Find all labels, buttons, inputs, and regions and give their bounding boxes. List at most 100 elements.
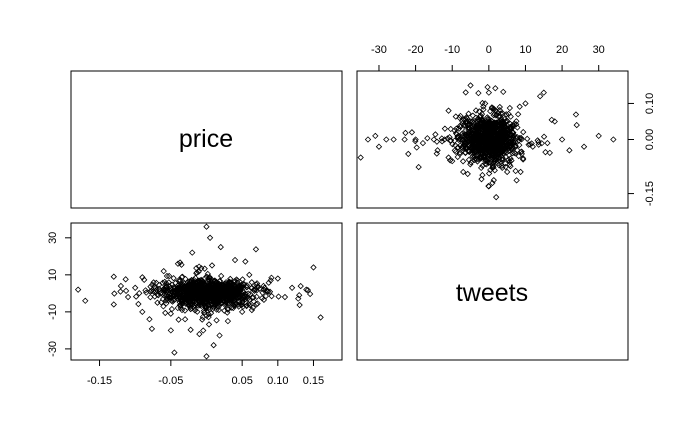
scatter-point xyxy=(201,265,208,272)
scatter-point xyxy=(187,326,194,333)
scatter-point xyxy=(432,131,439,138)
scatter-point xyxy=(499,154,506,162)
scatter-point xyxy=(495,162,503,169)
scatter-point xyxy=(172,279,179,287)
scatter-point xyxy=(228,291,235,298)
scatter-point xyxy=(208,262,216,269)
scatter-point xyxy=(507,124,514,131)
tr-points xyxy=(357,82,617,201)
scatter-point xyxy=(161,286,168,293)
scatter-point xyxy=(551,118,558,125)
scatter-point xyxy=(233,284,241,292)
scatter-point xyxy=(151,293,158,300)
scatter-point xyxy=(503,168,511,176)
scatter-point xyxy=(178,273,185,281)
scatter-point xyxy=(148,287,155,295)
scatter-point xyxy=(501,134,508,142)
scatter-point xyxy=(254,284,262,291)
bl-y-tick-label: -30 xyxy=(47,341,59,357)
scatter-point xyxy=(482,141,489,148)
scatter-point xyxy=(306,290,314,298)
scatter-point xyxy=(485,115,492,122)
scatter-point xyxy=(243,302,251,309)
scatter-point xyxy=(499,123,506,131)
scatter-point xyxy=(218,272,225,280)
scatter-point xyxy=(483,130,490,138)
scatter-point xyxy=(500,88,507,96)
scatter-point xyxy=(139,308,146,316)
scatter-point xyxy=(174,284,181,291)
scatter-point xyxy=(402,129,409,137)
scatter-point xyxy=(303,286,310,293)
scatter-point xyxy=(461,145,469,152)
scatter-point xyxy=(241,281,248,288)
scatter-point xyxy=(452,113,459,120)
scatter-point xyxy=(253,301,260,308)
scatter-point xyxy=(464,170,471,178)
scatter-point xyxy=(535,138,542,146)
scatter-point xyxy=(160,267,167,275)
scatter-point xyxy=(507,163,514,170)
scatter-point xyxy=(221,285,229,292)
scatter-point xyxy=(82,297,89,304)
scatter-point xyxy=(239,301,246,308)
scatter-point xyxy=(239,303,247,310)
scatter-point xyxy=(203,223,210,230)
scatter-point xyxy=(485,89,493,96)
scatter-point xyxy=(494,127,502,134)
scatter-point xyxy=(476,108,483,115)
scatter-point xyxy=(459,136,466,144)
scatter-point xyxy=(566,147,573,154)
scatter-point xyxy=(171,292,178,299)
scatter-point xyxy=(259,289,266,296)
scatter-point xyxy=(480,130,487,138)
scatter-point xyxy=(496,140,504,147)
scatter-point xyxy=(573,121,580,129)
scatter-point xyxy=(288,284,296,291)
scatter-point xyxy=(519,156,527,163)
scatter-point xyxy=(281,293,289,301)
scatter-point xyxy=(476,135,483,142)
scatter-point xyxy=(172,286,180,294)
scatter-point xyxy=(246,290,254,298)
scatter-point xyxy=(213,298,220,305)
scatter-point xyxy=(221,292,228,299)
scatter-point xyxy=(463,135,470,142)
bl-y-tick-label: 10 xyxy=(47,269,59,281)
scatter-point xyxy=(467,159,475,166)
scatter-point xyxy=(147,294,154,301)
scatter-point xyxy=(250,294,257,301)
scatter-point xyxy=(195,263,203,270)
scatter-point xyxy=(141,276,148,283)
scatter-point xyxy=(449,157,456,165)
scatter-point xyxy=(263,287,270,294)
scatter-point xyxy=(181,316,189,323)
scatter-point xyxy=(261,284,268,291)
tr-x-tick-label: 0 xyxy=(486,44,492,56)
scatter-point xyxy=(488,150,496,157)
scatter-point xyxy=(459,132,466,140)
bl-points xyxy=(74,223,324,360)
scatter-point xyxy=(525,141,532,148)
scatter-point xyxy=(260,282,267,290)
scatter-point xyxy=(375,143,383,150)
scatter-point xyxy=(548,116,555,124)
panel-top-left: price xyxy=(70,70,343,209)
scatter-point xyxy=(139,274,146,281)
scatter-point xyxy=(260,296,268,303)
scatter-point xyxy=(465,146,472,154)
scatter-point xyxy=(459,130,466,137)
scatter-point xyxy=(498,162,506,169)
scatter-point xyxy=(480,106,487,113)
scatter-point xyxy=(205,286,213,293)
scatter-point xyxy=(502,160,509,167)
scatter-point xyxy=(513,118,520,125)
scatter-point xyxy=(181,286,188,293)
scatter-point xyxy=(502,148,509,155)
scatter-point xyxy=(478,126,486,133)
scatter-point xyxy=(507,125,514,132)
scatter-point xyxy=(520,128,527,136)
scatter-point xyxy=(227,275,234,283)
scatter-point xyxy=(206,282,213,289)
